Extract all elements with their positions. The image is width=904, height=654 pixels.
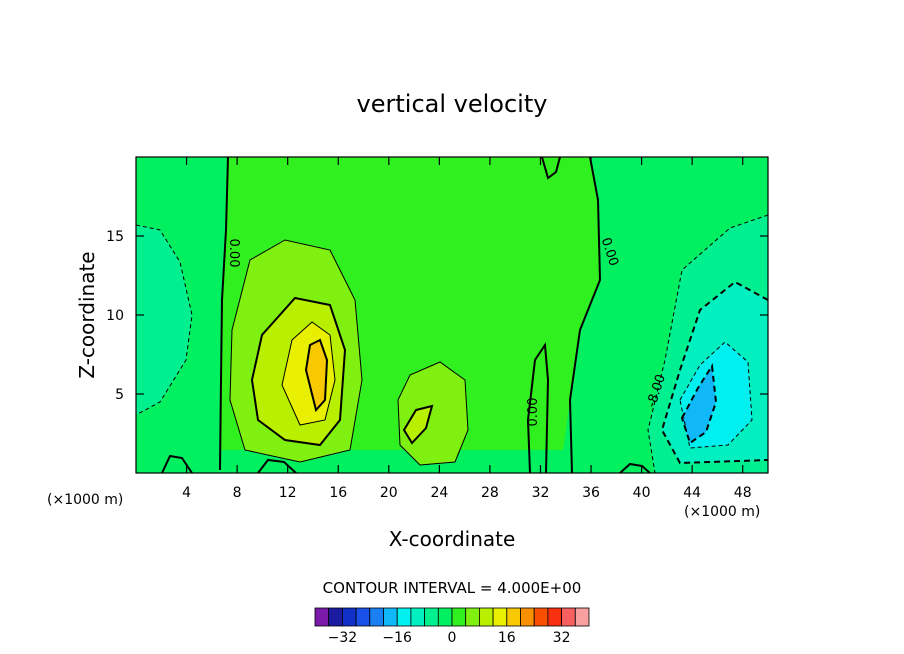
x-unit-right: (×1000 m)	[684, 504, 760, 520]
contour-downdraft-right-4	[647, 214, 768, 473]
x-tick-label: 40	[633, 485, 651, 501]
colorbar-tick-label: 32	[553, 630, 571, 646]
colorbar-swatch	[533, 607, 549, 627]
colorbar-tick-label: 16	[498, 630, 516, 646]
colorbar-swatch	[492, 607, 508, 627]
contour-updraft-mid	[250, 296, 347, 447]
colorbar-swatch	[547, 607, 563, 627]
contour-updraft-outer	[229, 239, 363, 463]
colorbar-swatch	[451, 607, 467, 627]
x-tick-label: 4	[182, 485, 191, 501]
colorbar-swatch	[314, 607, 330, 627]
colorbar-tick-label: −32	[328, 630, 358, 646]
colorbar-swatch	[478, 607, 494, 627]
downdraft-right-16	[682, 366, 716, 443]
x-tick-label: 16	[329, 485, 347, 501]
x-tick-label: 48	[734, 485, 752, 501]
contour-downdraft-left	[136, 224, 193, 416]
contour-downdraft-right-16	[680, 363, 718, 445]
colorbar-swatch	[520, 607, 535, 627]
contour-downdraft-right-12	[679, 341, 753, 449]
x-axis-label: X-coordinate	[389, 527, 516, 551]
downdraft-left	[136, 225, 192, 415]
contour-interval-text: CONTOUR INTERVAL = 4.000E+00	[323, 579, 582, 597]
colorbar-swatch	[465, 607, 480, 627]
colorbar-swatch	[355, 607, 371, 627]
contour-mid-zero	[526, 342, 550, 473]
colorbar-swatch	[410, 607, 425, 627]
y-axis-label: Z-coordinate	[75, 251, 99, 378]
contour-downdraft-right-8	[660, 280, 768, 465]
contour-top-notch	[541, 157, 561, 180]
contour-secondary-inner	[402, 404, 434, 445]
contour-label: 0.00	[526, 398, 541, 427]
colorbar-swatch	[369, 607, 384, 627]
x-tick-label: 32	[532, 485, 550, 501]
contour-labels: 0.00 0.00 0.00 -8.00	[226, 236, 669, 427]
colorbar-tick-label: −16	[382, 630, 412, 646]
colorbar-swatch	[506, 607, 521, 627]
contour-zero-right	[568, 157, 602, 473]
contour-updraft-core	[304, 338, 329, 413]
colorbar-swatch	[383, 607, 398, 627]
colorbar: −32 −16 0 16 32	[314, 607, 590, 646]
x-tick-label: 24	[430, 485, 448, 501]
y-tick-label: 5	[115, 387, 124, 403]
updraft-20	[306, 340, 327, 410]
x-tick-label: 36	[582, 485, 600, 501]
colorbar-swatch	[437, 607, 453, 627]
colorbar-swatch	[328, 607, 343, 627]
x-tick-label: 12	[279, 485, 297, 501]
plot-area	[136, 157, 768, 473]
contour-updraft-inner	[281, 321, 336, 426]
colorbar-tick-label: 0	[448, 630, 457, 646]
y-axis-ticks: 5 10 15	[106, 229, 768, 403]
x-tick-label: 44	[683, 485, 701, 501]
x-tick-label: 20	[380, 485, 398, 501]
colorbar-swatch	[424, 607, 439, 627]
y-tick-label: 10	[106, 308, 124, 324]
contour-zero-left	[219, 157, 229, 471]
y-tick-label: 15	[106, 229, 124, 245]
contour-label: 0.00	[226, 239, 241, 268]
x-axis-ticks: 4 8 12 16 20 24 28 32 36 40 44 48	[182, 157, 752, 501]
x-unit-left: (×1000 m)	[47, 492, 123, 508]
colorbar-swatch	[574, 607, 590, 627]
colorbar-swatch	[396, 607, 412, 627]
chart-title: vertical velocity	[357, 90, 548, 118]
contour-secondary-outer	[397, 361, 469, 466]
x-tick-label: 8	[233, 485, 242, 501]
colorbar-swatch	[341, 607, 357, 627]
x-tick-label: 28	[481, 485, 499, 501]
secondary-updraft-12	[404, 406, 432, 443]
colorbar-swatch	[561, 607, 576, 627]
